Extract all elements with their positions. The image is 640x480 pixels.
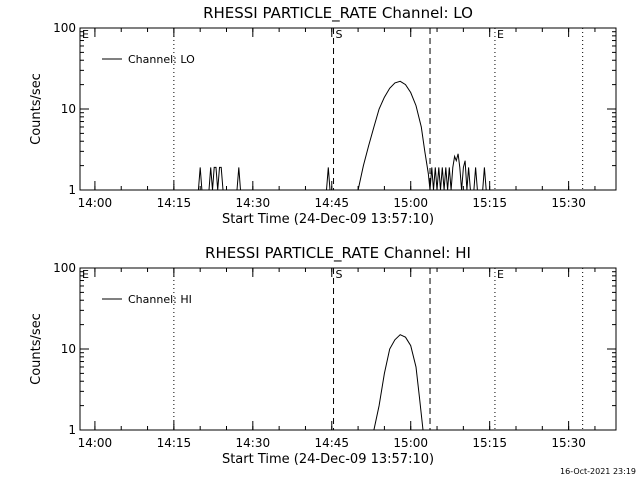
chart2-x-tick-label: 14:30 <box>236 436 271 450</box>
chart2-x-tick-label: 15:30 <box>551 436 586 450</box>
chart2-title: RHESSI PARTICLE_RATE Channel: HI <box>205 244 471 263</box>
chart1-marker-label: S <box>336 28 343 41</box>
chart1-marker-label: E <box>82 28 89 41</box>
chart2-legend-label: Channel: HI <box>128 293 192 306</box>
chart2-x-axis-label: Start Time (24-Dec-09 13:57:10) <box>222 452 434 467</box>
chart1-x-tick-label: 14:15 <box>157 196 192 210</box>
chart2-y-axis-label: Counts/sec <box>29 313 44 385</box>
chart1-y-tick-label: 100 <box>53 21 76 35</box>
chart1-series-line <box>197 80 487 191</box>
chart2-x-tick-label: 14:45 <box>314 436 349 450</box>
chart2-series-line <box>373 334 424 431</box>
chart2-x-tick-label: 15:00 <box>393 436 428 450</box>
chart2-marker-label: E <box>82 268 89 281</box>
chart2-x-tick-label: 14:00 <box>78 436 113 450</box>
chart1-x-tick-label: 15:30 <box>551 196 586 210</box>
chart2-x-tick-label: 15:15 <box>472 436 507 450</box>
chart1-y-tick-label: 10 <box>61 102 76 116</box>
chart2-y-tick-label: 1 <box>68 423 76 437</box>
chart1-y-tick-label: 1 <box>68 183 76 197</box>
chart1-x-tick-label: 15:15 <box>472 196 507 210</box>
chart1-marker-label: E <box>497 28 504 41</box>
chart2-y-tick-label: 10 <box>61 342 76 356</box>
chart1-title: RHESSI PARTICLE_RATE Channel: LO <box>203 4 473 23</box>
chart2-marker-label: S <box>336 268 343 281</box>
chart2-marker-label: E <box>497 268 504 281</box>
chart2-y-tick-label: 100 <box>53 261 76 275</box>
footer-timestamp: 16-Oct-2021 23:19 <box>560 467 636 476</box>
chart1-x-tick-label: 14:30 <box>236 196 271 210</box>
chart1-x-tick-label: 14:00 <box>78 196 113 210</box>
chart1-y-axis-label: Counts/sec <box>29 73 44 145</box>
chart1-legend-label: Channel: LO <box>128 53 195 66</box>
chart1-x-axis-label: Start Time (24-Dec-09 13:57:10) <box>222 212 434 227</box>
chart1-x-tick-label: 14:45 <box>314 196 349 210</box>
chart2-x-tick-label: 14:15 <box>157 436 192 450</box>
chart1-x-tick-label: 15:00 <box>393 196 428 210</box>
